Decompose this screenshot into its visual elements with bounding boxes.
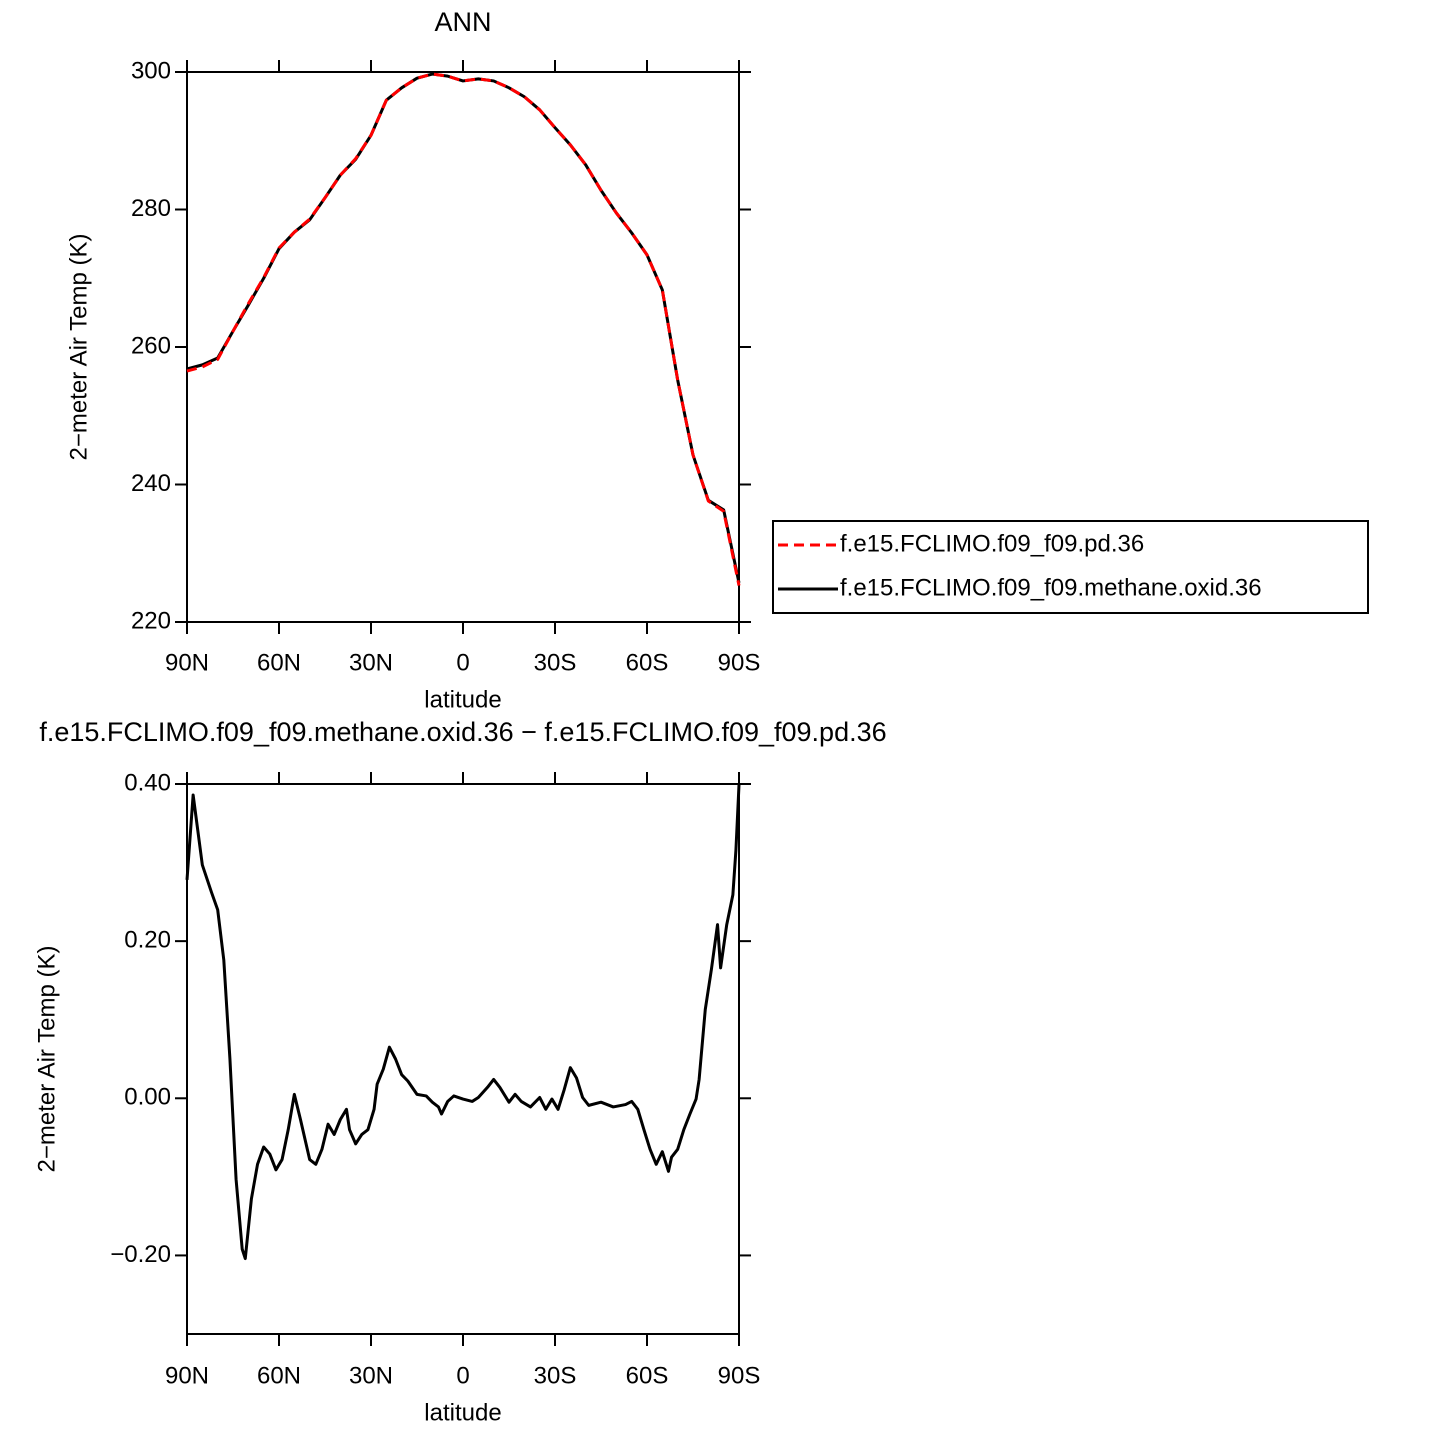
data-line	[186, 72, 741, 584]
y-tick-label: −0.20	[110, 1241, 171, 1268]
legend-label: f.e15.FCLIMO.f09_f09.pd.36	[840, 530, 1144, 557]
x-tick-label: 30S	[534, 1362, 577, 1389]
data-line	[185, 784, 741, 1261]
x-axis-label: latitude	[424, 686, 501, 713]
x-tick-label: 90S	[718, 1362, 761, 1389]
x-tick-label: 90N	[165, 1362, 209, 1389]
x-tick-label: 90N	[165, 649, 209, 676]
x-tick-label: 60S	[626, 1362, 669, 1389]
x-tick-label: 30N	[349, 649, 393, 676]
plot-frame	[186, 71, 740, 623]
x-tick-label: 60N	[257, 1362, 301, 1389]
y-tick-label: 260	[131, 332, 171, 359]
chart-title: f.e15.FCLIMO.f09_f09.methane.oxid.36 − f…	[39, 717, 886, 747]
y-tick-label: 0.20	[124, 926, 171, 953]
x-tick-label: 0	[456, 649, 469, 676]
y-axis-label: 2−meter Air Temp (K)	[33, 946, 60, 1173]
y-tick-label: 0.00	[124, 1084, 171, 1111]
y-tick-label: 280	[131, 195, 171, 222]
y-axis-label: 2−meter Air Temp (K)	[65, 234, 92, 461]
y-tick-label: 300	[131, 57, 171, 84]
y-tick-label: 0.40	[124, 769, 171, 796]
legend-box	[772, 520, 1369, 614]
data-line	[186, 72, 741, 586]
x-tick-label: 30N	[349, 1362, 393, 1389]
x-tick-label: 0	[456, 1362, 469, 1389]
x-tick-label: 30S	[534, 649, 577, 676]
legend-label: f.e15.FCLIMO.f09_f09.methane.oxid.36	[840, 574, 1262, 601]
chart-title: ANN	[434, 7, 491, 37]
y-tick-label: 220	[131, 607, 171, 634]
x-tick-label: 60N	[257, 649, 301, 676]
x-tick-label: 60S	[626, 649, 669, 676]
y-tick-label: 240	[131, 470, 171, 497]
plot-frame	[186, 783, 740, 1335]
x-axis-label: latitude	[424, 1399, 501, 1426]
x-tick-label: 90S	[718, 649, 761, 676]
legend: f.e15.FCLIMO.f09_f09.pd.36 f.e15.FCLIMO.f…	[772, 520, 1369, 614]
